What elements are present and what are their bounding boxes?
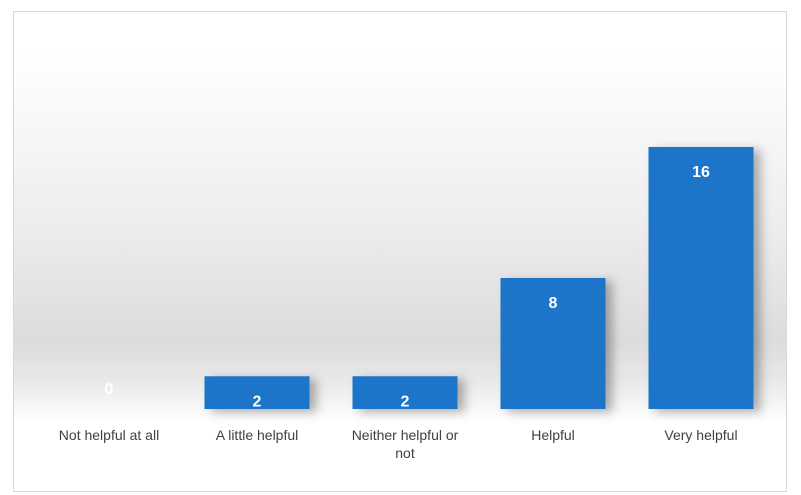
bar-4 bbox=[648, 147, 754, 409]
category-axis: Not helpful at all A little helpful Neithe… bbox=[59, 427, 738, 461]
bar-3 bbox=[500, 278, 606, 409]
bar-chart: 0 2 2 8 16 Not helpful at all A little helpfu… bbox=[59, 147, 754, 461]
category-label-0: Not helpful at all bbox=[59, 427, 159, 443]
bar-2 bbox=[352, 376, 458, 409]
bar-1 bbox=[204, 376, 310, 409]
category-label-4: Very helpful bbox=[664, 427, 737, 443]
category-label-3: Helpful bbox=[531, 427, 575, 443]
category-label-1: A little helpful bbox=[216, 427, 299, 443]
category-label-2: Neither helpful or not bbox=[352, 427, 459, 461]
data-label-2: 2 bbox=[401, 393, 410, 410]
data-label-1: 2 bbox=[253, 393, 262, 410]
data-label-4: 16 bbox=[692, 164, 710, 181]
chart-area: 0 2 2 8 16 Not helpful at all A little helpfu… bbox=[13, 11, 787, 492]
data-label-3: 8 bbox=[549, 295, 558, 312]
bars-layer bbox=[204, 147, 754, 409]
value-labels-layer: 0 2 2 8 16 bbox=[105, 164, 710, 410]
data-label-0: 0 bbox=[105, 381, 114, 398]
